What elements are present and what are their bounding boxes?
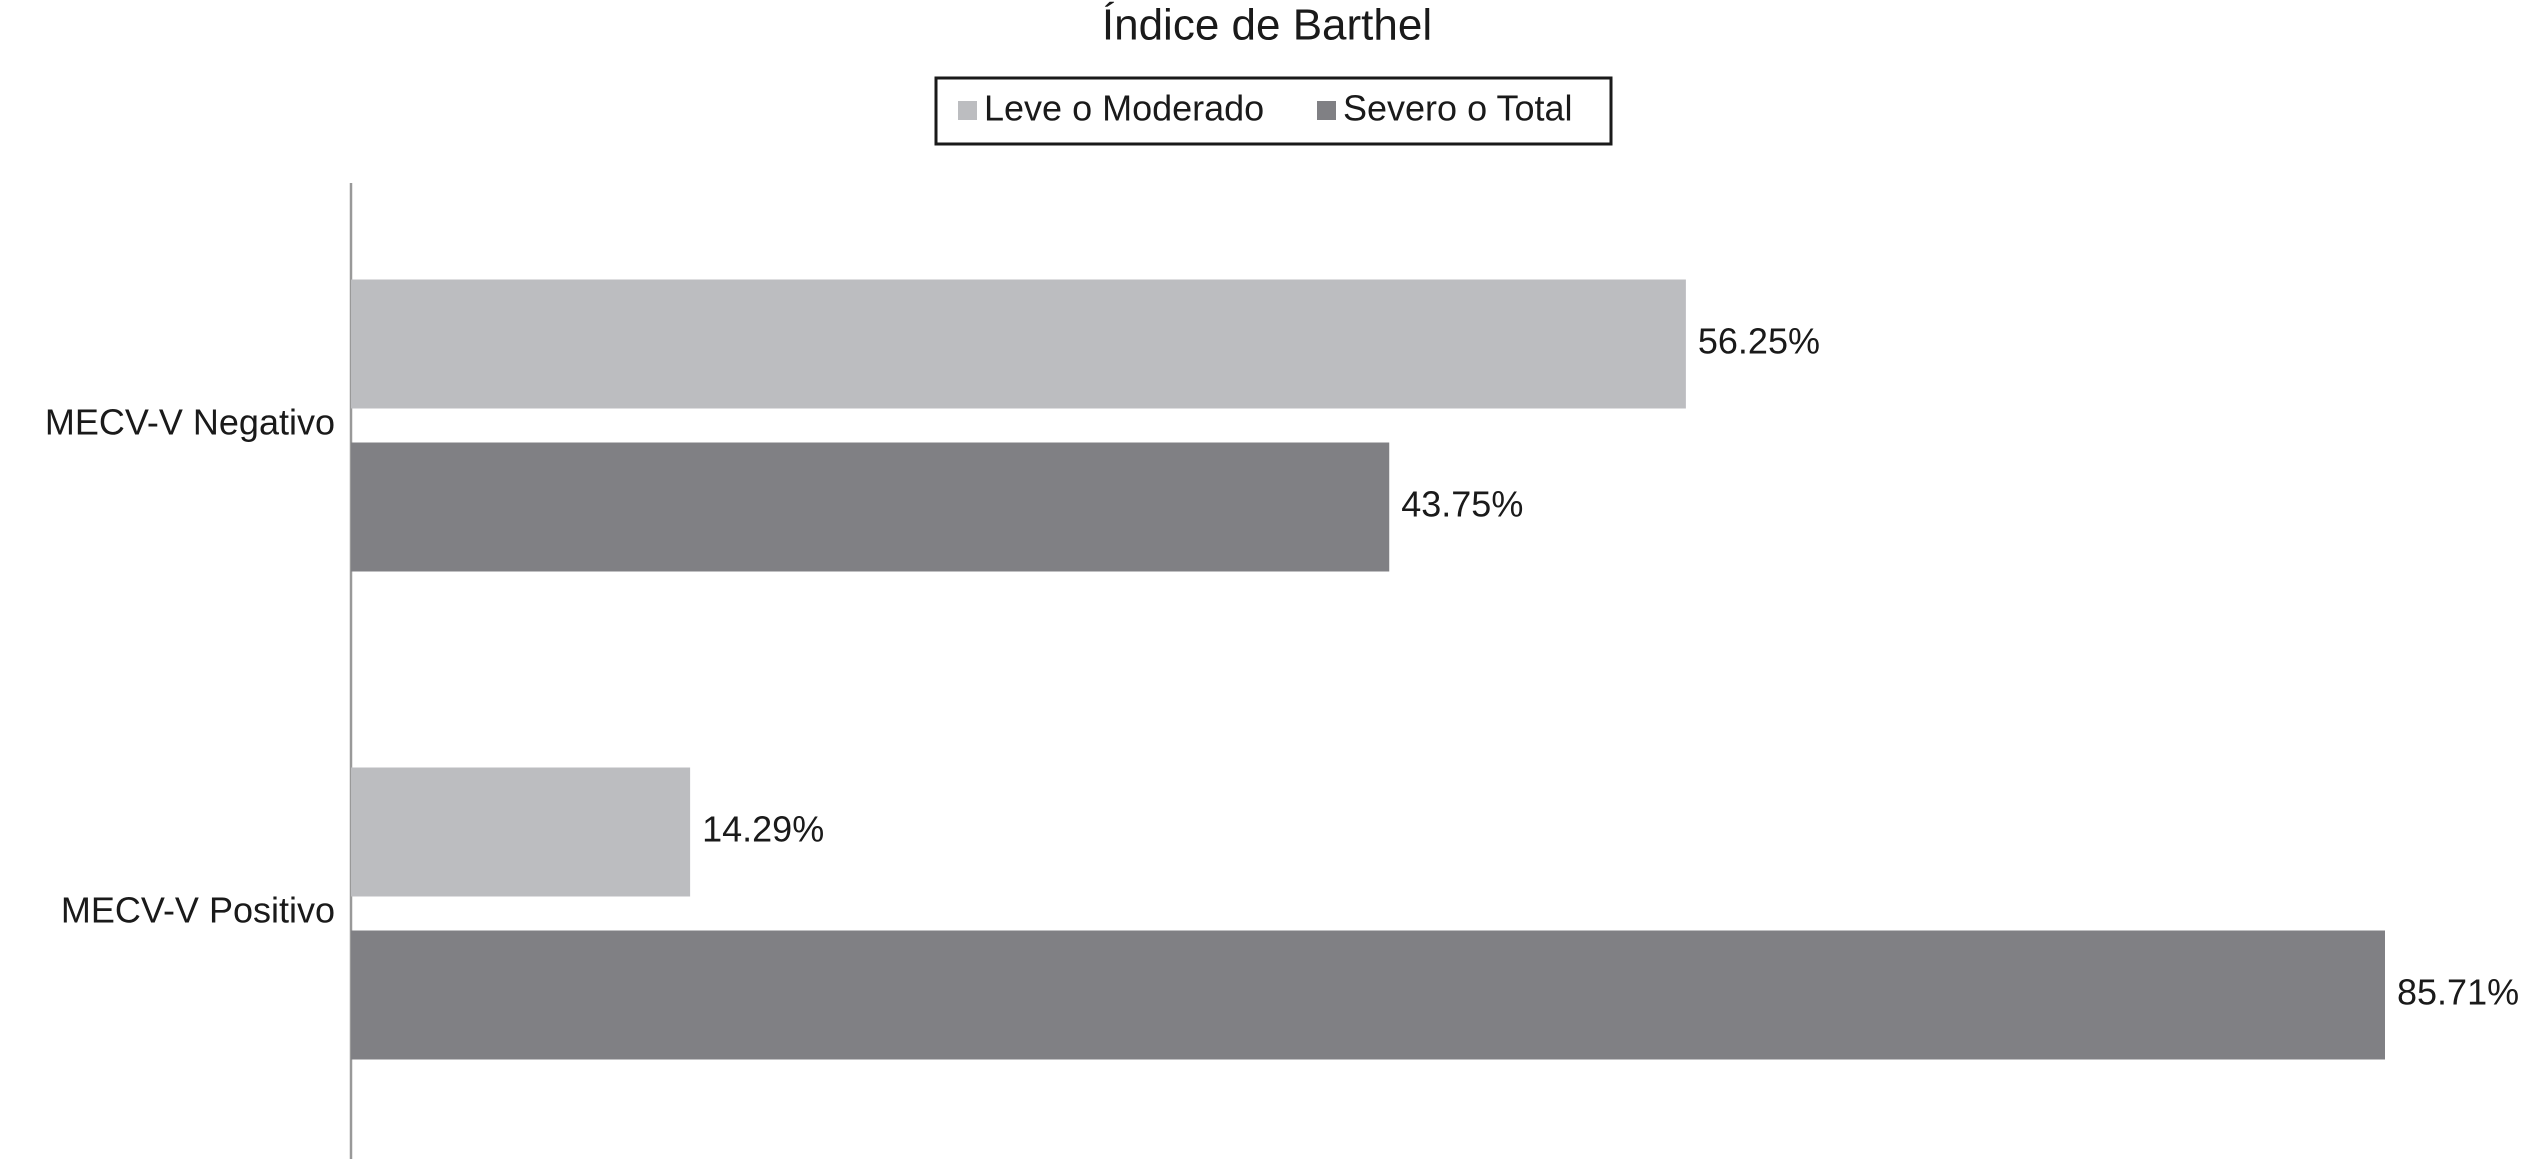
bar [351,767,691,897]
y-tick-label: MECV-V Negativo [45,402,335,443]
chart-title: Índice de Barthel [1102,1,1432,50]
bar [351,442,1390,572]
legend-box [934,76,1613,146]
value-label: 56.25% [1698,321,1820,362]
bar [351,930,2385,1060]
bar [351,279,1686,409]
legend-swatch [1317,101,1336,120]
value-label: 14.29% [702,809,824,850]
legend-label: Leve o Moderado [984,88,1264,129]
legend-swatch [958,101,977,120]
value-label: 85.71% [2397,972,2519,1013]
legend-label: Severo o Total [1343,88,1572,129]
value-label: 43.75% [1401,484,1523,525]
y-tick-label: MECV-V Positivo [61,890,335,931]
